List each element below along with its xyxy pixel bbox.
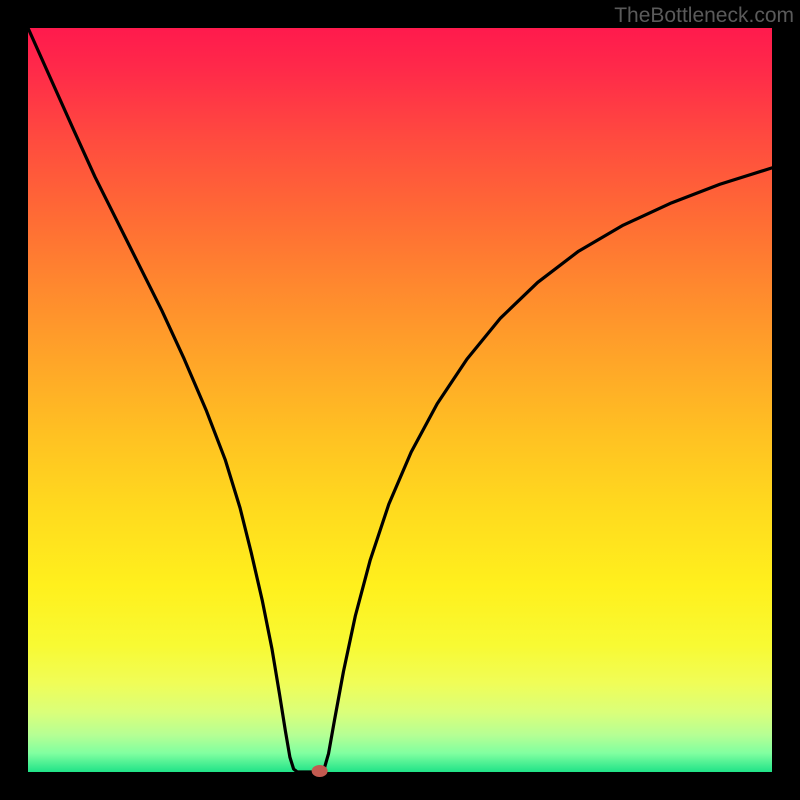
bottleneck-chart bbox=[0, 0, 800, 800]
watermark-text: TheBottleneck.com bbox=[614, 4, 794, 28]
optimum-marker bbox=[312, 765, 328, 777]
plot-background bbox=[28, 28, 772, 772]
chart-container: TheBottleneck.com bbox=[0, 0, 800, 800]
